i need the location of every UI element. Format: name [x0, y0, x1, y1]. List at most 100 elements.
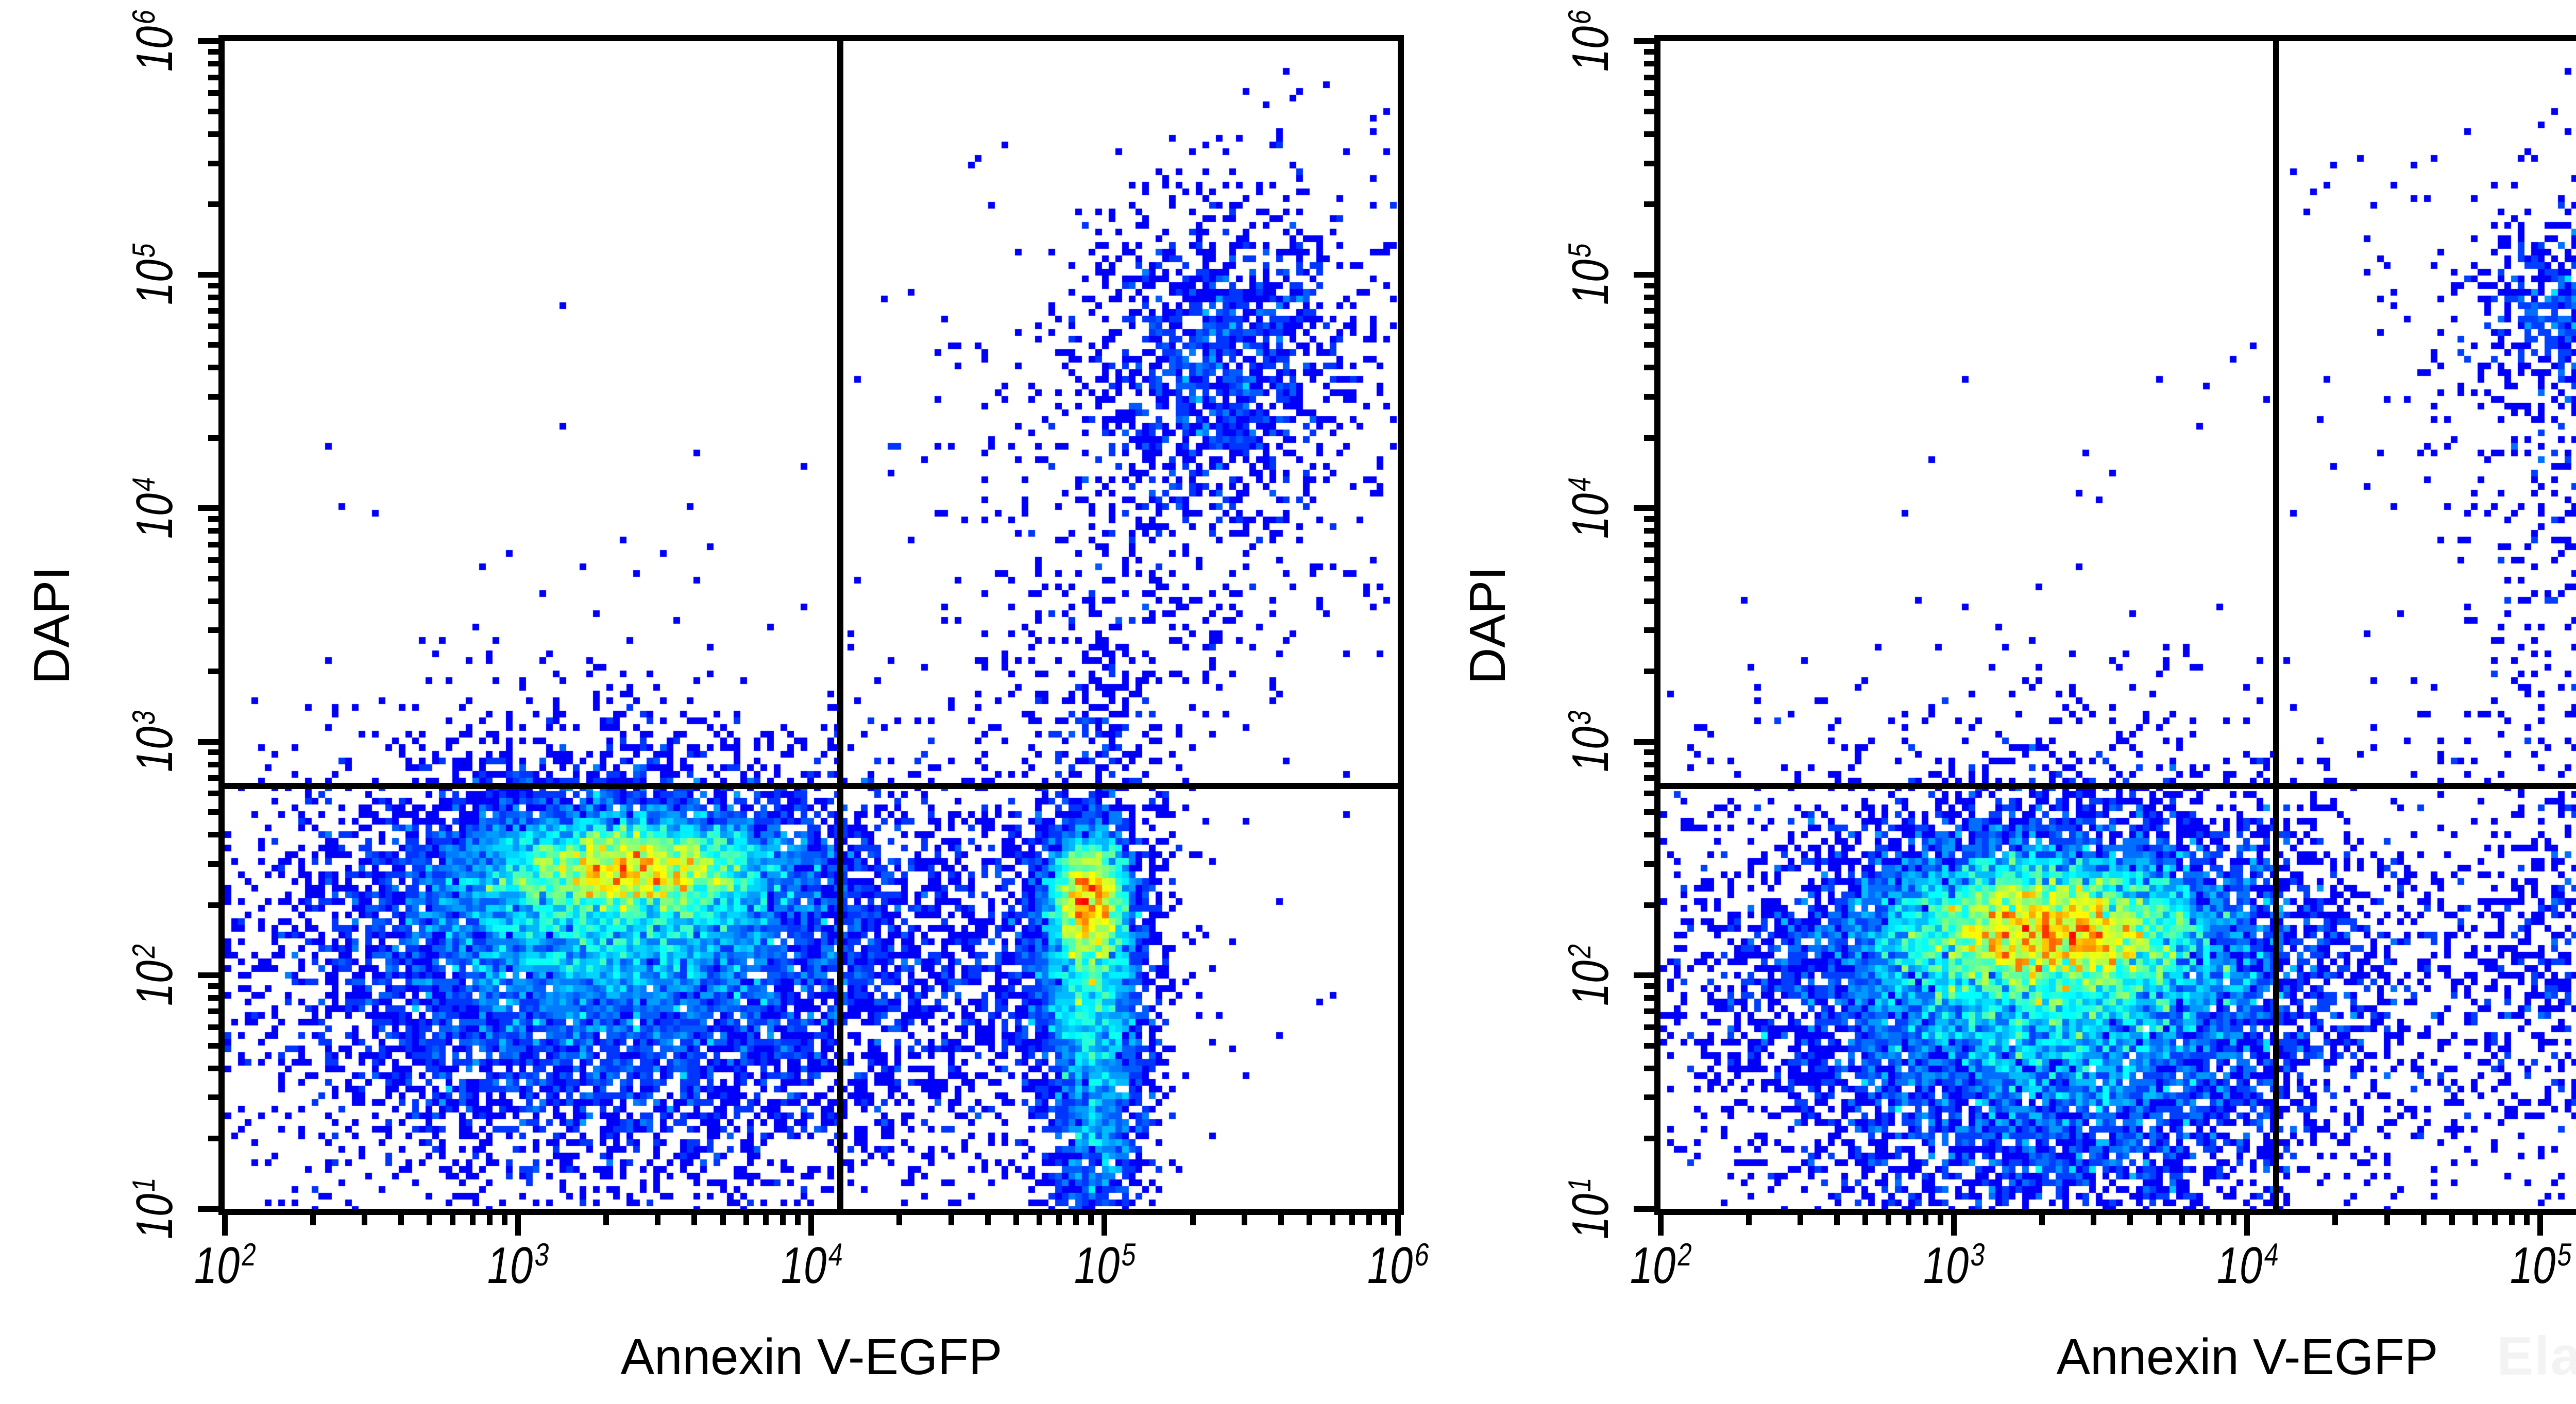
x-axis-major-tick	[808, 1215, 814, 1236]
x-axis-minor-tick	[1938, 1215, 1943, 1225]
y-axis-minor-tick	[208, 1094, 218, 1100]
y-axis-minor-tick	[1644, 576, 1654, 581]
y-axis-minor-tick	[1644, 542, 1654, 547]
y-axis-minor-tick	[1644, 201, 1654, 207]
y-axis-minor-tick	[1644, 161, 1654, 166]
x-axis-minor-tick	[780, 1215, 786, 1225]
y-axis-minor-tick	[208, 995, 218, 1001]
x-axis-major-tick	[2244, 1215, 2250, 1236]
x-axis-minor-tick	[795, 1215, 801, 1225]
y-axis-major-tick	[198, 739, 218, 745]
x-tick-label-10e3: 103	[1919, 1237, 1988, 1294]
tick-label-base: 10	[1919, 1237, 1974, 1294]
quadrant-gate-vertical-line-right	[2273, 41, 2279, 1209]
y-axis-minor-tick	[208, 308, 218, 314]
x-axis-minor-tick	[2091, 1215, 2096, 1225]
y-tick-label-10e1: 101	[126, 1175, 183, 1243]
y-axis-minor-tick	[208, 809, 218, 815]
y-axis-minor-tick	[1644, 995, 1654, 1001]
tick-label-base: 10	[1562, 1189, 1619, 1243]
x-axis-minor-tick	[1242, 1215, 1247, 1225]
x-axis-title-right: Annexin V-EGFP	[2056, 1328, 2438, 1385]
y-tick-label-10e3: 103	[1562, 708, 1619, 776]
y-axis-minor-tick	[1644, 557, 1654, 563]
y-tick-label-10e5: 105	[1562, 241, 1619, 309]
x-axis-minor-tick	[2449, 1215, 2455, 1225]
x-tick-label-10e4: 104	[2213, 1237, 2281, 1294]
y-axis-minor-tick	[208, 749, 218, 755]
x-axis-minor-tick	[310, 1215, 316, 1225]
tick-label-base: 10	[126, 1189, 183, 1243]
y-axis-minor-tick	[208, 627, 218, 633]
y-axis-minor-tick	[208, 323, 218, 329]
tick-label-base: 10	[1562, 488, 1619, 543]
x-axis-minor-tick	[362, 1215, 367, 1225]
x-tick-label-10e2: 102	[190, 1237, 259, 1294]
x-axis-minor-tick	[450, 1215, 455, 1225]
y-axis-minor-tick	[1644, 90, 1654, 96]
x-axis-minor-tick	[1088, 1215, 1094, 1225]
x-axis-major-tick	[1395, 1215, 1401, 1236]
y-axis-minor-tick	[1644, 1136, 1654, 1141]
x-axis-minor-tick	[2231, 1215, 2236, 1225]
tick-label-base: 10	[1562, 955, 1619, 1010]
tick-label-base: 10	[1070, 1237, 1125, 1294]
x-axis-major-tick	[1101, 1215, 1107, 1236]
y-axis-minor-tick	[1644, 131, 1654, 137]
y-axis-minor-tick	[1644, 1066, 1654, 1071]
x-axis-minor-tick	[743, 1215, 749, 1225]
y-tick-label-10e6: 106	[126, 7, 183, 75]
y-axis-minor-tick	[1644, 775, 1654, 781]
y-axis-minor-tick	[1644, 749, 1654, 755]
y-axis-major-tick	[1634, 272, 1654, 278]
y-axis-major-tick	[1634, 505, 1654, 511]
y-axis-minor-tick	[208, 435, 218, 441]
y-axis-major-tick	[1634, 739, 1654, 745]
y-tick-label-10e1: 101	[1562, 1175, 1619, 1243]
y-axis-minor-tick	[208, 90, 218, 96]
tick-label-base: 10	[190, 1237, 245, 1294]
y-axis-minor-tick	[208, 1043, 218, 1049]
x-axis-minor-tick	[948, 1215, 954, 1225]
x-tick-label-10e3: 103	[484, 1237, 552, 1294]
y-axis-minor-tick	[208, 365, 218, 370]
y-axis-minor-tick	[208, 669, 218, 674]
x-axis-minor-tick	[398, 1215, 404, 1225]
y-axis-minor-tick	[208, 131, 218, 137]
y-tick-label-10e2: 102	[1562, 941, 1619, 1010]
density-scatter-canvas-left	[225, 41, 1398, 1209]
x-axis-minor-tick	[2472, 1215, 2478, 1225]
tick-label-base: 10	[1363, 1237, 1418, 1294]
quadrant-gate-vertical-line-left	[837, 41, 843, 1209]
y-axis-minor-tick	[208, 1008, 218, 1014]
y-axis-minor-tick	[1644, 61, 1654, 66]
x-axis-minor-tick	[1013, 1215, 1019, 1225]
y-axis-minor-tick	[1644, 435, 1654, 441]
y-axis-minor-tick	[208, 983, 218, 989]
density-scatter-canvas-right	[1660, 41, 2576, 1209]
y-axis-minor-tick	[1644, 832, 1654, 837]
x-axis-minor-tick	[1037, 1215, 1042, 1225]
y-axis-minor-tick	[208, 542, 218, 547]
tick-label-base: 10	[126, 254, 183, 309]
y-axis-minor-tick	[1644, 516, 1654, 522]
x-axis-minor-tick	[2421, 1215, 2427, 1225]
x-axis-major-tick	[1658, 1215, 1664, 1236]
y-axis-minor-tick	[208, 557, 218, 563]
x-axis-minor-tick	[2156, 1215, 2162, 1225]
plot-frame-right	[1654, 35, 2576, 1215]
x-axis-minor-tick	[2524, 1215, 2530, 1225]
tick-label-base: 10	[2506, 1237, 2561, 1294]
x-axis-major-tick	[222, 1215, 228, 1236]
x-axis-title-left: Annexin V-EGFP	[620, 1328, 1003, 1385]
watermark-text: Elabscience	[2497, 1326, 2576, 1386]
x-axis-minor-tick	[1330, 1215, 1335, 1225]
y-axis-major-tick	[198, 505, 218, 511]
x-axis-minor-tick	[2216, 1215, 2222, 1225]
tick-label-base: 10	[777, 1237, 832, 1294]
y-axis-minor-tick	[1644, 528, 1654, 534]
y-axis-minor-tick	[208, 394, 218, 400]
y-axis-minor-tick	[208, 161, 218, 166]
y-axis-major-tick	[1634, 38, 1654, 44]
y-axis-minor-tick	[208, 1136, 218, 1141]
